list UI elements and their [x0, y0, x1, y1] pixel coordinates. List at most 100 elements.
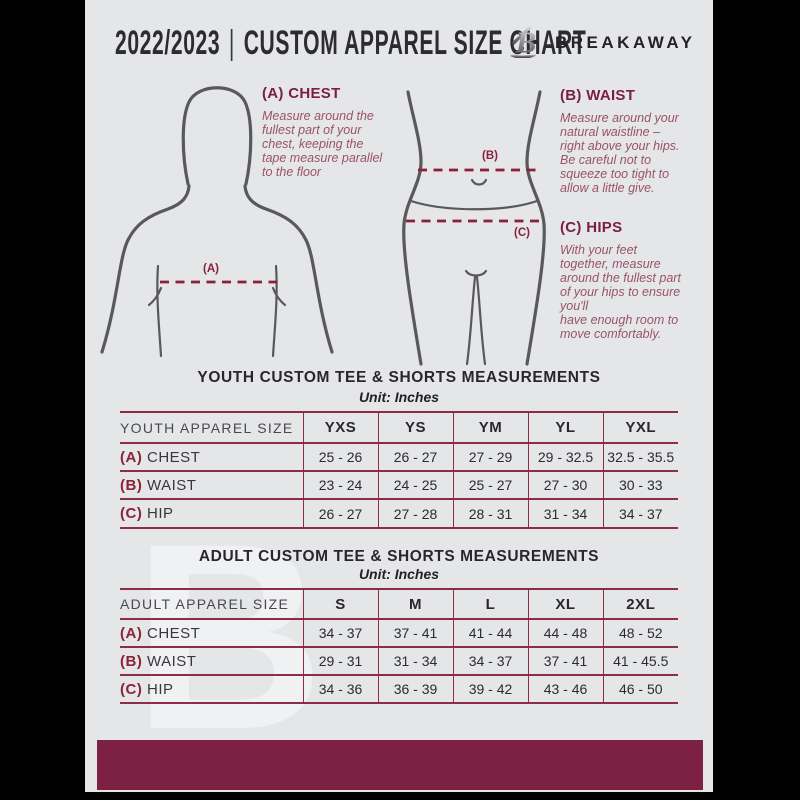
title-separator: | [228, 24, 236, 62]
waist-instruction: (B) WAIST Measure around your natural wa… [560, 87, 710, 195]
cell: 32.5 - 35.5 [602, 443, 678, 471]
hips-instruction-body: With your feet together, measure around … [560, 243, 681, 341]
waist-instruction-heading: (B) WAIST [560, 87, 636, 104]
waist-mark-label: (B) [482, 150, 498, 162]
figure-left-shoulder-arm [100, 184, 191, 354]
cell: 29 - 32.5 [527, 443, 603, 471]
cell: 29 - 31 [302, 647, 378, 675]
cell: 25 - 26 [302, 443, 378, 471]
youth-col-ys: YS [377, 412, 453, 443]
brand-name: BREAKAWAY [555, 33, 696, 52]
adult-col-s: S [302, 589, 378, 619]
brand-watermark-letter: B [133, 489, 325, 785]
adult-table-title: ADULT CUSTOM TEE & SHORTS MEASUREMENTS [198, 548, 600, 565]
navel-mark [470, 178, 488, 186]
cell: 41 - 44 [452, 619, 528, 647]
row-label: HIP [147, 680, 174, 698]
cell: 37 - 41 [527, 647, 603, 675]
row-label: WAIST [147, 652, 197, 670]
cell: 34 - 37 [602, 499, 678, 528]
youth-col-yxs: YXS [302, 412, 378, 443]
row-prefix: (A) [120, 624, 143, 642]
waist-instruction-body: Measure around your natural waistline – … [560, 111, 680, 195]
youth-hip-row: (C) HIP 26 - 27 27 - 28 28 - 31 31 - 34 … [120, 499, 678, 528]
adult-size-table: ADULT APPAREL SIZE S M L XL 2XL (A) CHES… [120, 588, 678, 704]
figure-right-armpit [271, 264, 278, 358]
row-prefix: (A) [120, 448, 143, 466]
youth-col-yxl: YXL [602, 412, 678, 443]
breakaway-logo-icon: B [510, 24, 537, 58]
cell: 30 - 33 [602, 471, 678, 499]
adult-waist-row: (B) WAIST 29 - 31 31 - 34 34 - 37 37 - 4… [120, 647, 678, 675]
cell: 39 - 42 [452, 675, 528, 703]
cell: 27 - 30 [527, 471, 603, 499]
cell: 28 - 31 [452, 499, 528, 528]
cell: 37 - 41 [377, 619, 453, 647]
cell: 34 - 36 [302, 675, 378, 703]
adult-col-2xl: 2XL [602, 589, 678, 619]
adult-col-m: M [377, 589, 453, 619]
youth-waist-row: (B) WAIST 23 - 24 24 - 25 25 - 27 27 - 3… [120, 471, 678, 499]
adult-header-row: ADULT APPAREL SIZE S M L XL 2XL [120, 589, 678, 619]
figure-left-armpit-flick [147, 286, 163, 307]
cell: 34 - 37 [452, 647, 528, 675]
cell: 44 - 48 [527, 619, 603, 647]
footer-accent-bar [97, 740, 703, 790]
row-prefix: (B) [120, 652, 143, 670]
adult-col-l: L [452, 589, 528, 619]
cell: 26 - 27 [377, 443, 453, 471]
cell: 24 - 25 [377, 471, 453, 499]
cell: 48 - 52 [602, 619, 678, 647]
row-prefix: (C) [120, 680, 143, 698]
cell: 25 - 27 [452, 471, 528, 499]
hips-instruction: (C) HIPS With your feet together, measur… [560, 219, 715, 341]
edition-label: 2022/2023 [115, 24, 221, 62]
youth-col-ym: YM [452, 412, 528, 443]
adult-table-unit: Unit: Inches [358, 566, 440, 582]
cell: 41 - 45.5 [602, 647, 678, 675]
inner-leg-left [465, 275, 477, 366]
svg-text:B: B [515, 24, 537, 58]
youth-label-header: YOUTH APPAREL SIZE [120, 419, 294, 436]
size-chart-page: B 2022/2023 | CUSTOM APPAREL SIZE CHART B … [85, 0, 713, 792]
row-prefix: (C) [120, 505, 143, 522]
youth-header-row: YOUTH APPAREL SIZE YXS YS YM YL YXL [120, 412, 678, 443]
chest-mark-label: (A) [203, 263, 219, 275]
figure-right-armpit-flick [271, 286, 287, 307]
row-label: CHEST [147, 624, 201, 642]
adult-col-xl: XL [527, 589, 603, 619]
adult-label-header: ADULT APPAREL SIZE [120, 596, 290, 612]
adult-hip-row: (C) HIP 34 - 36 36 - 39 39 - 42 43 - 46 … [120, 675, 678, 703]
inner-leg-right [475, 275, 487, 366]
youth-col-yl: YL [527, 412, 603, 443]
chest-instruction-body: Measure around the fullest part of your … [262, 109, 383, 179]
chest-instruction: (A) CHEST Measure around the fullest par… [262, 85, 432, 179]
cell: 43 - 46 [527, 675, 603, 703]
hip-crease-line [409, 199, 539, 211]
row-label: HIP [147, 505, 174, 522]
adult-chest-row: (A) CHEST 34 - 37 37 - 41 41 - 44 44 - 4… [120, 619, 678, 647]
cell: 26 - 27 [302, 499, 378, 528]
row-label: CHEST [147, 448, 201, 466]
row-prefix: (B) [120, 476, 143, 494]
cell: 27 - 29 [452, 443, 528, 471]
figure-right-shoulder-arm [243, 184, 334, 354]
row-label: WAIST [147, 476, 197, 494]
figure-head-outline [181, 86, 253, 186]
youth-table-unit: Unit: Inches [358, 389, 440, 405]
youth-chest-row: (A) CHEST 25 - 26 26 - 27 27 - 29 29 - 3… [120, 443, 678, 471]
hips-mark-label: (C) [514, 227, 530, 239]
youth-table-title: YOUTH CUSTOM TEE & SHORTS MEASUREMENTS [197, 369, 601, 386]
crotch-line [464, 269, 488, 277]
cell: 46 - 50 [602, 675, 678, 703]
cell: 36 - 39 [377, 675, 453, 703]
page-title: 2022/2023 | CUSTOM APPAREL SIZE CHART [115, 26, 586, 60]
cell: 23 - 24 [302, 471, 378, 499]
cell: 31 - 34 [377, 647, 453, 675]
cell: 27 - 28 [377, 499, 453, 528]
figure-left-armpit [156, 264, 163, 358]
cell: 31 - 34 [527, 499, 603, 528]
chest-instruction-heading: (A) CHEST [262, 85, 341, 102]
cell: 34 - 37 [302, 619, 378, 647]
